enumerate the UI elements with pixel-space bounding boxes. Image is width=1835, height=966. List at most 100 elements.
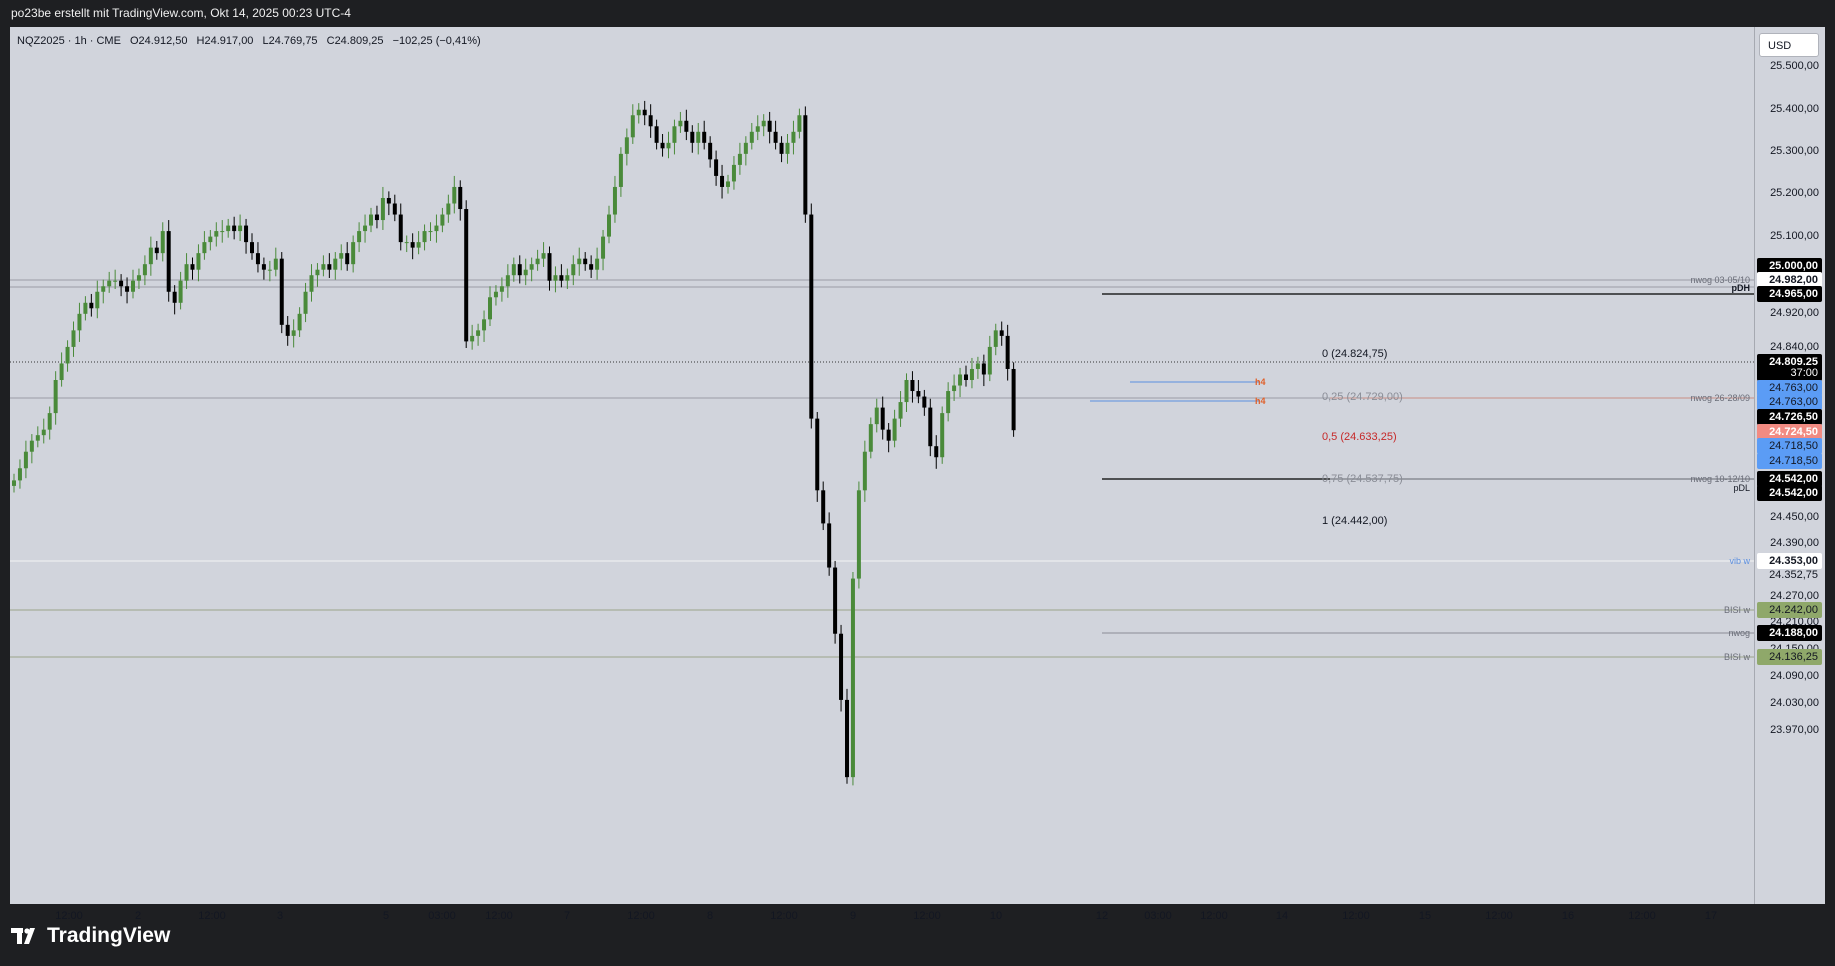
time-axis[interactable]: 12:00 2 12:00 3 5 03:00 12:00 7 12:00 8 … (10, 904, 1754, 932)
candle-body (981, 363, 986, 375)
candle-body (125, 286, 130, 292)
price-tag: 25.000,00 (1757, 258, 1822, 274)
candle-body (12, 480, 16, 486)
candle-body (690, 131, 695, 143)
candle-body (630, 115, 635, 138)
time-tick: 9 (849, 910, 857, 922)
candle-body (553, 275, 558, 281)
candle-body (148, 247, 153, 265)
candle-body (946, 391, 951, 414)
legend-high: H24.917,00 (196, 35, 254, 47)
candle-body (101, 286, 106, 292)
candle-body (160, 231, 165, 254)
price-tick: 25.200,00 (1770, 187, 1819, 199)
candle-body (922, 396, 927, 408)
candle-body (916, 391, 921, 397)
candle-body (107, 280, 112, 287)
candle-body (833, 567, 838, 634)
candle-body (416, 242, 421, 248)
candle-body (767, 120, 772, 132)
candle-body (684, 120, 689, 132)
fib-0-label: 0 (24.824,75) (1322, 348, 1388, 360)
candle-body (440, 214, 445, 226)
candle-body (363, 225, 368, 232)
candle-body (624, 137, 629, 154)
candle-body (607, 214, 611, 237)
candle-body (910, 380, 915, 392)
candle-body (648, 115, 653, 127)
candle-body (791, 131, 796, 143)
candle-body (642, 109, 647, 116)
candle-body (856, 490, 861, 579)
candle-body (511, 264, 516, 276)
candle-body (29, 440, 34, 452)
price-tag: 24.542,00 (1757, 485, 1822, 501)
candle-body (315, 269, 320, 276)
chart-plot[interactable]: NQZ2025 · 1h · CME O24.912,50 H24.917,00… (10, 27, 1754, 904)
price-tick: 24.450,00 (1770, 511, 1819, 523)
candle-body (196, 253, 201, 270)
candle-body (154, 247, 159, 254)
price-tag: 24.982,00 (1757, 272, 1822, 288)
candle-body (636, 109, 641, 116)
snapshot-title: po23be erstellt mit TradingView.com, Okt… (11, 6, 351, 20)
candle-body (285, 324, 290, 336)
candle-body (65, 346, 70, 364)
candle-body (386, 197, 391, 204)
candle-body (208, 236, 213, 243)
candle-body (47, 413, 52, 430)
candle-body (559, 275, 564, 281)
candle-body (1005, 335, 1010, 369)
price-tag: 37:00 (1757, 365, 1822, 381)
price-tag: 24.542,00 (1757, 471, 1822, 487)
legend-change: −102,25 (−0,41%) (392, 35, 481, 47)
candle-body (737, 153, 742, 165)
candle-body (815, 418, 820, 491)
candle-body (499, 286, 504, 292)
candle-body (35, 435, 40, 441)
candle-body (880, 407, 885, 430)
fib-05-label: 0,5 (24.633,25) (1322, 431, 1397, 443)
candle-body (327, 264, 332, 270)
currency-button[interactable]: USD (1759, 33, 1819, 57)
candle-body (339, 253, 344, 259)
candle-body (720, 175, 725, 187)
time-tick: 12:00 (1200, 910, 1228, 922)
candle-body (392, 203, 397, 215)
candle-body (77, 313, 82, 331)
candle-body (743, 142, 748, 154)
candle-body (969, 368, 974, 381)
candle-body (612, 186, 617, 215)
legend-symbol[interactable]: NQZ2025 · 1h · CME (17, 35, 121, 47)
time-tick: 12:00 (770, 910, 798, 922)
candle-body (541, 253, 546, 259)
price-tick: 24.090,00 (1770, 670, 1819, 682)
candle-body (731, 164, 736, 182)
price-tag: 24.763,00 (1757, 394, 1822, 410)
price-axis[interactable]: USD 25.500,00 25.400,00 25.300,00 25.200… (1754, 27, 1825, 904)
candle-body (696, 131, 701, 143)
candle-body (547, 253, 552, 281)
price-tick: 24.840,00 (1770, 341, 1819, 353)
candle-body (220, 231, 225, 233)
candle-body (993, 330, 998, 347)
price-tick: 25.300,00 (1770, 145, 1819, 157)
candle-body (839, 633, 844, 700)
candle-body (255, 253, 260, 265)
candle-body (892, 418, 897, 441)
tradingview-logo[interactable]: TradingView (11, 924, 170, 948)
candle-body (279, 258, 284, 325)
candle-body (428, 231, 433, 233)
legend-low: L24.769,75 (262, 35, 318, 47)
candle-body (267, 269, 272, 271)
candle-body (785, 142, 790, 154)
price-tag: 24.242,00 (1757, 602, 1822, 618)
candle-body (214, 231, 219, 237)
candle-body (458, 186, 463, 210)
candle-body (964, 374, 968, 381)
candle-body (351, 242, 356, 265)
price-tag: 24.763,00 (1757, 380, 1822, 396)
candle-body (17, 468, 22, 481)
candle-body (618, 153, 623, 187)
candle-body (666, 142, 671, 149)
